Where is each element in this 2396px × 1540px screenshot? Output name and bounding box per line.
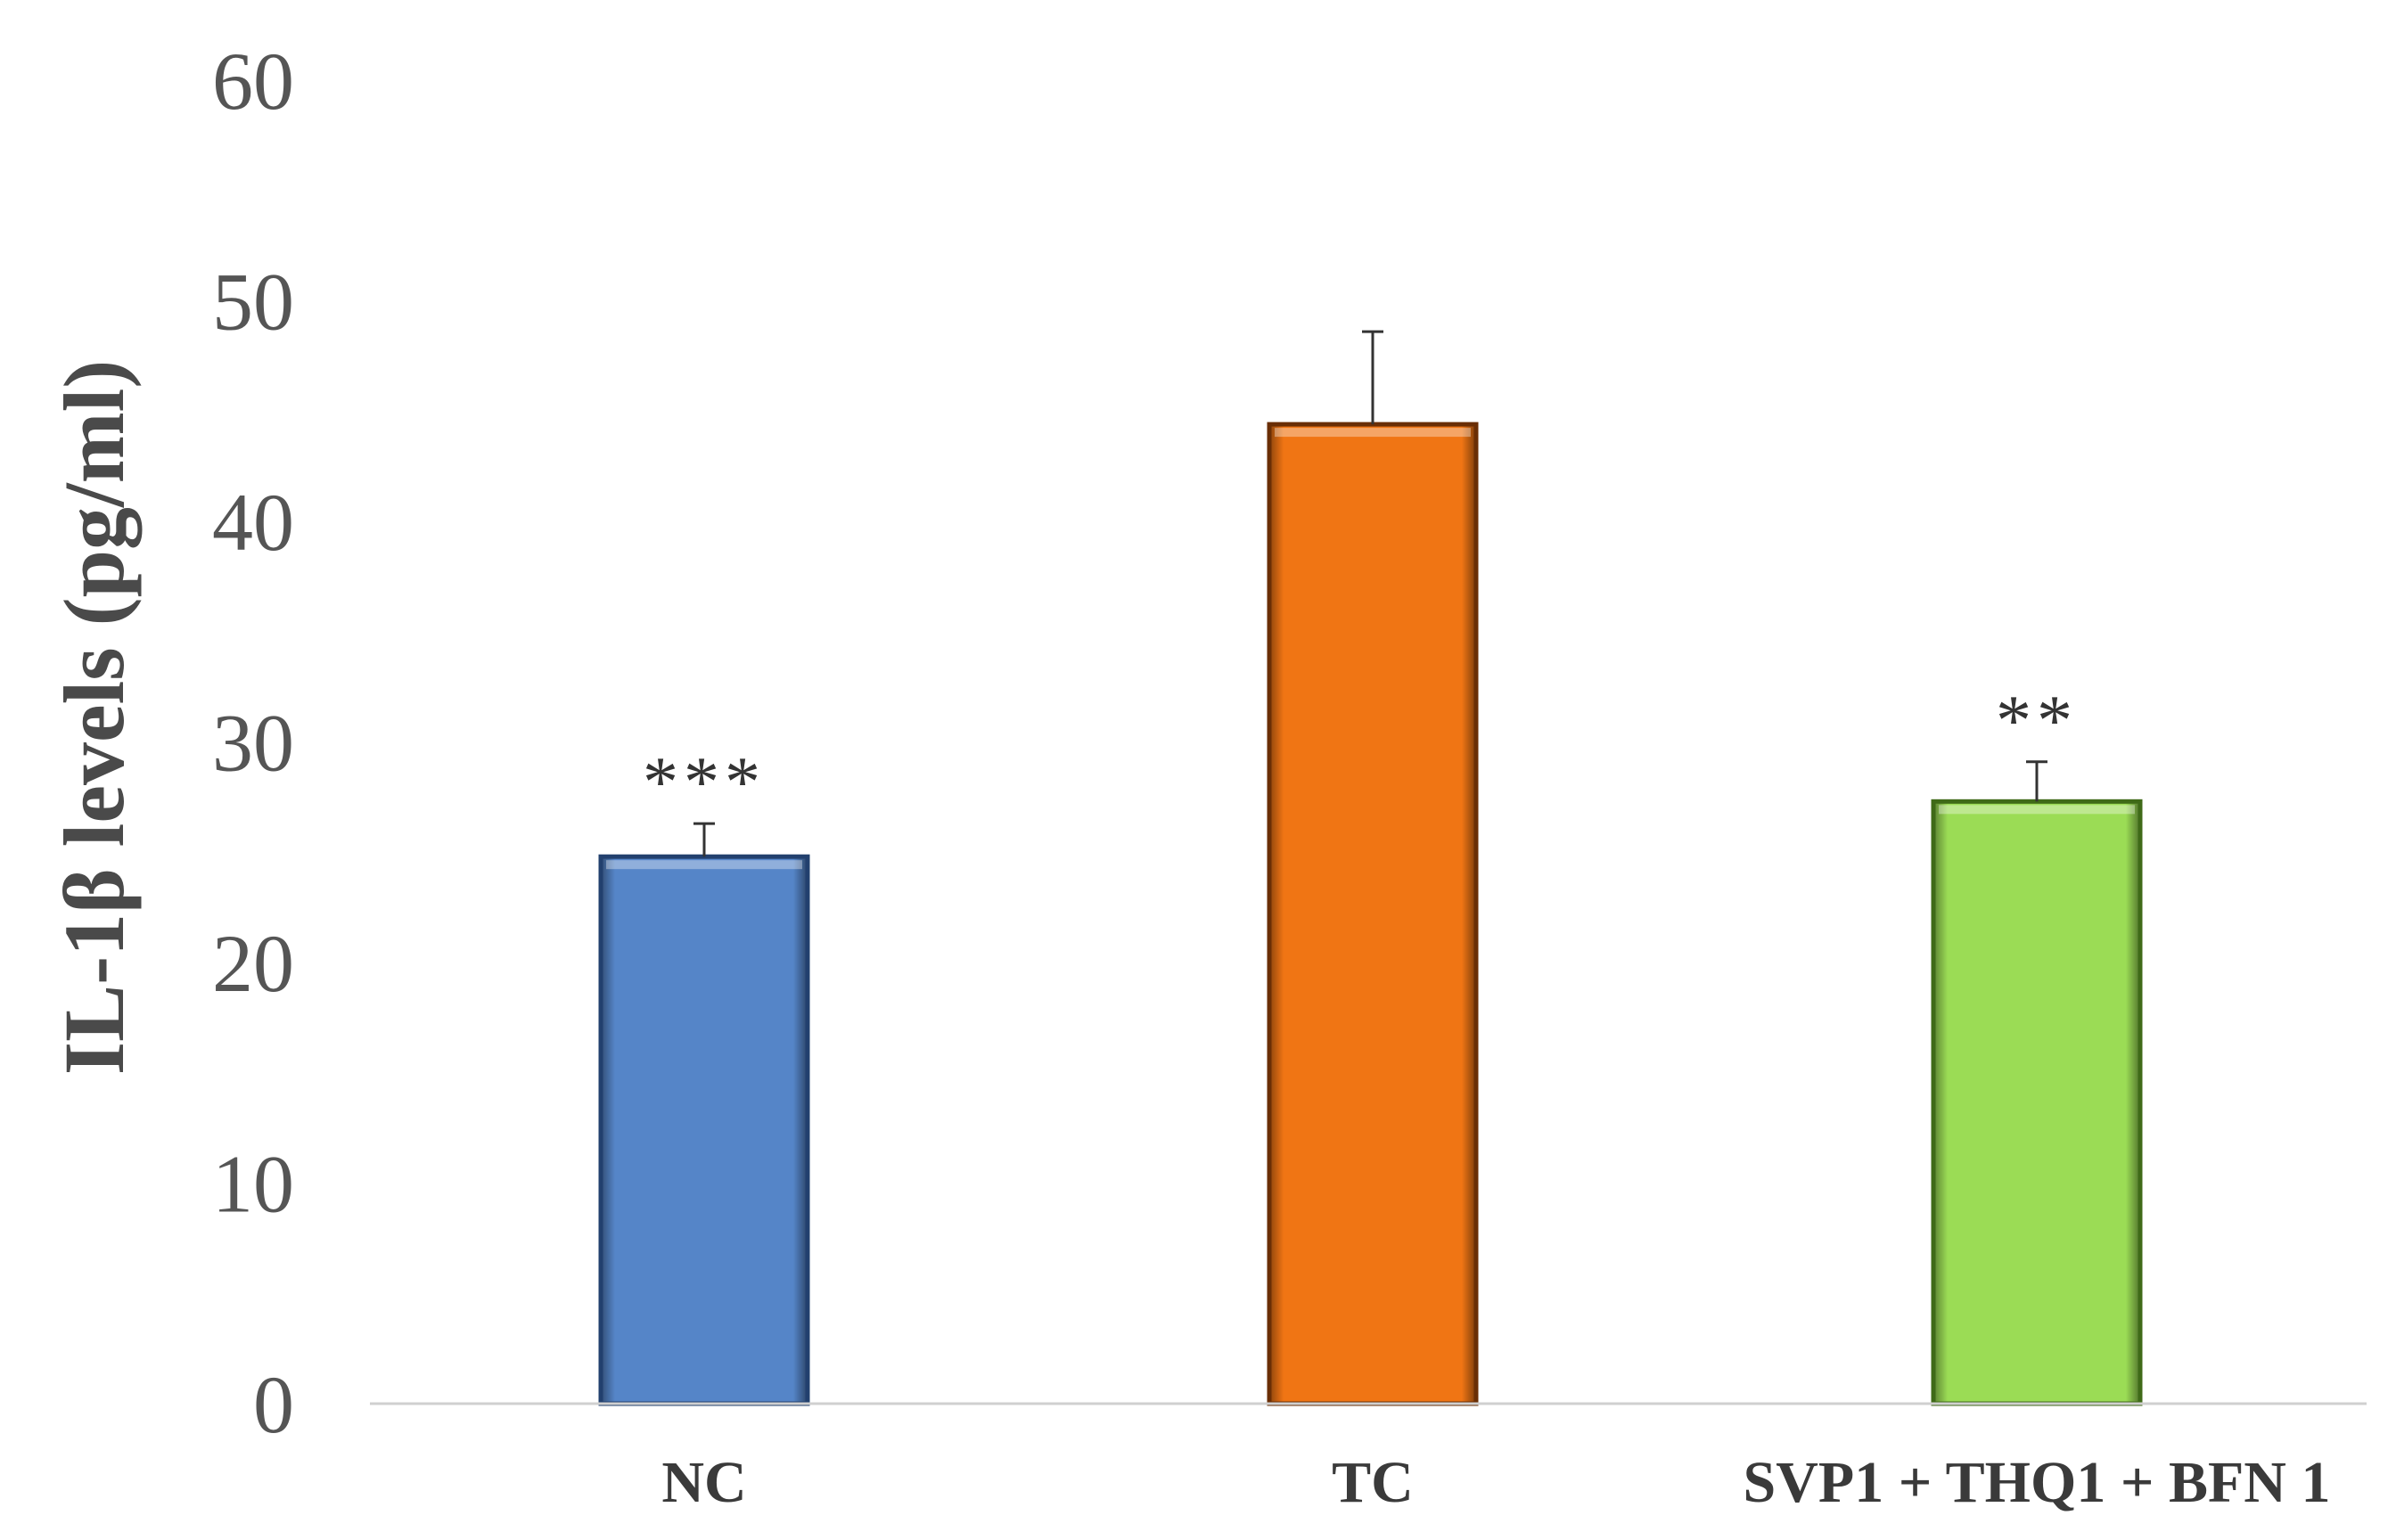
bars xyxy=(598,422,2143,1406)
y-axis-ticks: 0 10 20 30 40 50 60 xyxy=(212,36,294,1450)
y-tick-label: 20 xyxy=(212,918,294,1009)
significance-marker: ** xyxy=(1996,682,2078,760)
y-tick-label: 30 xyxy=(212,698,294,789)
significance-marker: *** xyxy=(643,743,766,822)
bar-highlight xyxy=(606,860,802,870)
y-tick-label: 10 xyxy=(212,1139,294,1230)
bar-shading xyxy=(603,858,806,1402)
y-tick-label: 40 xyxy=(212,477,294,568)
y-axis-title: IL-1β levels (pg/ml) xyxy=(46,360,142,1076)
error-bars xyxy=(693,330,2047,857)
bar-highlight xyxy=(1939,805,2135,815)
x-axis-labels: NC TC SVP1 + THQ1 + BFN 1 xyxy=(661,1450,2330,1515)
bar-shading xyxy=(1271,426,1474,1402)
bar-highlight xyxy=(1275,428,1471,438)
significance-labels: ***** xyxy=(643,682,2078,822)
x-tick-label: SVP1 + THQ1 + BFN 1 xyxy=(1744,1450,2331,1515)
bar-shading xyxy=(1935,803,2138,1402)
y-tick-label: 50 xyxy=(212,257,294,348)
y-tick-label: 0 xyxy=(253,1359,294,1450)
x-tick-label: NC xyxy=(661,1450,746,1515)
x-tick-label: TC xyxy=(1332,1450,1414,1515)
y-tick-label: 60 xyxy=(212,36,294,127)
